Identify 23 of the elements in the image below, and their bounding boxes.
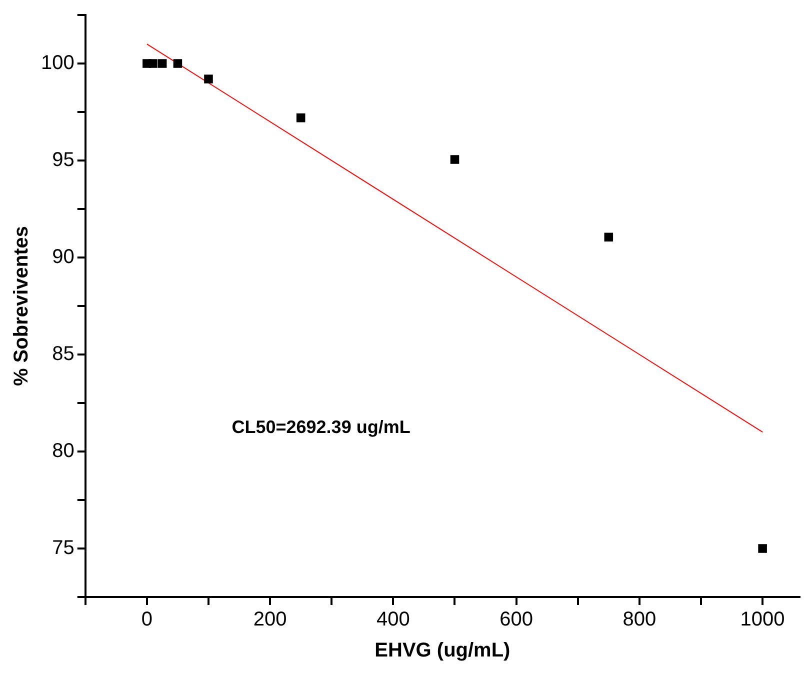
point	[173, 59, 182, 68]
y-axis-title: % Sobreviventes	[10, 226, 33, 386]
y-tick-label: 95	[52, 149, 74, 172]
x-axis-title: EHVG (ug/mL)	[374, 640, 510, 662]
y-tick-label: 80	[52, 440, 74, 462]
x-tick-label: 600	[500, 608, 533, 631]
point	[148, 59, 158, 68]
point	[758, 544, 767, 553]
x-tick-label: 1000	[740, 608, 785, 631]
x-tick-label: 0	[141, 608, 152, 631]
point	[450, 155, 460, 164]
y-tick-label: 90	[52, 246, 74, 268]
x-tick-label: 400	[376, 608, 410, 631]
point	[158, 59, 167, 68]
y-tick-label: 85	[52, 343, 74, 366]
x-tick-label: 200	[253, 608, 287, 631]
y-tick-label: 75	[52, 537, 74, 560]
x-tick-label: 800	[622, 608, 656, 631]
point	[204, 74, 213, 84]
y-tick-label: 100	[40, 52, 74, 74]
point	[296, 113, 306, 122]
point	[604, 232, 614, 242]
annotation: CL50=2692.39 ug/mL	[232, 417, 410, 438]
